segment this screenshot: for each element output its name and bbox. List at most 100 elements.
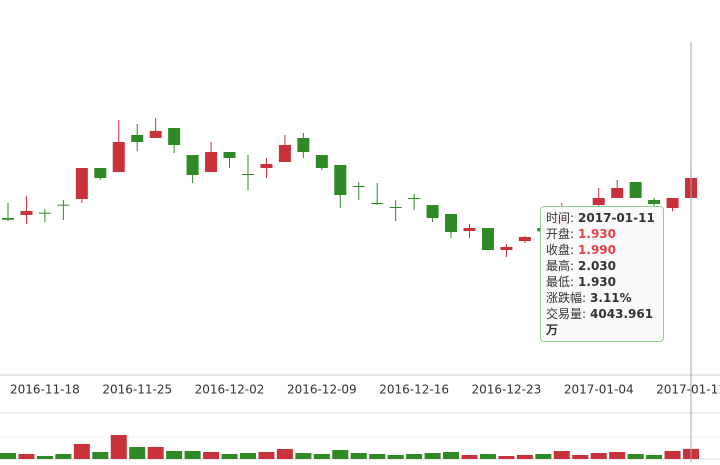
- tooltip-value: 1.990: [578, 243, 617, 257]
- volume-bar: [406, 454, 423, 459]
- volume-bar: [147, 447, 164, 459]
- volume-bar: [498, 456, 515, 459]
- x-tick-label: 2017-01-04: [564, 383, 634, 397]
- candle-body: [2, 218, 14, 220]
- tooltip: 时间: 2017-01-11 开盘: 1.930 收盘: 1.990 最高: 2.030 最低:…: [540, 206, 664, 342]
- x-tick-label: 2016-12-02: [195, 383, 265, 397]
- volume-bar: [258, 452, 275, 459]
- volume-bar: [553, 451, 570, 459]
- candle-body: [315, 155, 328, 168]
- tooltip-label: 收盘:: [546, 243, 575, 257]
- volume-bar: [18, 454, 35, 459]
- tooltip-value: 4043.961万: [546, 307, 654, 337]
- tooltip-row: 交易量: 4043.961万: [546, 306, 658, 338]
- candle-body: [629, 182, 642, 198]
- x-tick-label: 2016-12-09: [287, 383, 357, 397]
- candle-body: [500, 247, 513, 250]
- candle-body: [149, 131, 162, 138]
- candle-body: [334, 165, 347, 195]
- tooltip-label: 时间:: [546, 211, 575, 225]
- candle-body: [426, 205, 439, 218]
- tooltip-row: 涨跌幅: 3.11%: [546, 290, 658, 306]
- tooltip-row: 最低: 1.930: [546, 274, 658, 290]
- volume-bar: [572, 455, 589, 459]
- volume-bar: [424, 453, 441, 459]
- x-tick-label: 2016-11-25: [102, 383, 172, 397]
- tooltip-label: 交易量:: [546, 307, 587, 321]
- candle-body: [352, 186, 365, 187]
- x-tick-label: 2016-12-23: [472, 383, 542, 397]
- candle-body: [112, 142, 125, 172]
- x-tick-label: 2016-11-18: [10, 383, 80, 397]
- candle-body: [463, 228, 476, 231]
- volume-bar: [295, 453, 312, 459]
- candle-body: [205, 152, 218, 172]
- volume-bar: [516, 455, 533, 459]
- candle-body: [518, 237, 531, 241]
- tooltip-label: 最高:: [546, 259, 575, 273]
- volume-bar: [0, 453, 16, 459]
- tooltip-row: 开盘: 1.930: [546, 226, 658, 242]
- volume-bar: [55, 454, 72, 459]
- tooltip-label: 涨跌幅:: [546, 291, 587, 305]
- volume-bar: [276, 449, 293, 459]
- volume-bar: [221, 454, 238, 459]
- candle-body: [20, 211, 33, 215]
- candle-body: [297, 138, 310, 152]
- volume-bar: [646, 455, 663, 459]
- volume-bar: [461, 455, 478, 459]
- candle-body: [666, 198, 679, 208]
- candle-body: [38, 212, 51, 214]
- candle-body: [278, 145, 291, 162]
- volume-bar: [350, 453, 367, 459]
- candle-body: [94, 168, 107, 178]
- tooltip-value: 1.930: [578, 227, 617, 241]
- volume-bar: [664, 451, 681, 459]
- volume-bar: [129, 447, 146, 459]
- volume-bar: [36, 456, 53, 459]
- candle-body: [186, 155, 199, 175]
- candle-body: [445, 214, 458, 232]
- volume-bar: [627, 454, 644, 459]
- candle-body: [260, 164, 273, 168]
- candle-body: [611, 188, 624, 198]
- tooltip-value: 1.930: [578, 275, 617, 289]
- candle-body: [57, 204, 70, 206]
- candle-body: [408, 198, 421, 199]
- tooltip-value: 2017-01-11: [578, 211, 655, 225]
- volume-bar: [479, 454, 496, 459]
- tooltip-label: 最低:: [546, 275, 575, 289]
- volume-bar: [332, 450, 349, 459]
- candle-body: [371, 203, 384, 204]
- volume-bar: [535, 454, 552, 459]
- tooltip-row: 收盘: 1.990: [546, 242, 658, 258]
- volume-bar: [313, 454, 330, 459]
- tooltip-value: 2.030: [578, 259, 617, 273]
- x-tick-label: 2017-01-11: [656, 383, 720, 397]
- candle-body: [168, 128, 181, 145]
- candle-body: [75, 168, 88, 199]
- tooltip-value: 3.11%: [590, 291, 632, 305]
- tooltip-label: 开盘:: [546, 227, 575, 241]
- x-tick-label: 2016-12-16: [379, 383, 449, 397]
- tooltip-row: 最高: 2.030: [546, 258, 658, 274]
- volume-bar: [73, 444, 90, 459]
- volume-bar: [110, 435, 127, 459]
- volume-bar: [387, 455, 404, 459]
- volume-bar: [369, 454, 386, 459]
- candle-body: [592, 198, 605, 205]
- volume-bar: [609, 452, 626, 459]
- candle-body: [131, 135, 144, 142]
- volume-bar: [184, 451, 201, 459]
- volume-bar: [239, 453, 256, 459]
- volume-bar: [92, 452, 109, 459]
- volume-bar: [166, 451, 183, 459]
- volume-bar: [590, 453, 607, 459]
- candle-body: [241, 174, 254, 175]
- candle-body: [389, 207, 402, 208]
- volume-bar: [203, 452, 220, 459]
- candle-body: [648, 200, 661, 204]
- volume-bar: [443, 452, 460, 459]
